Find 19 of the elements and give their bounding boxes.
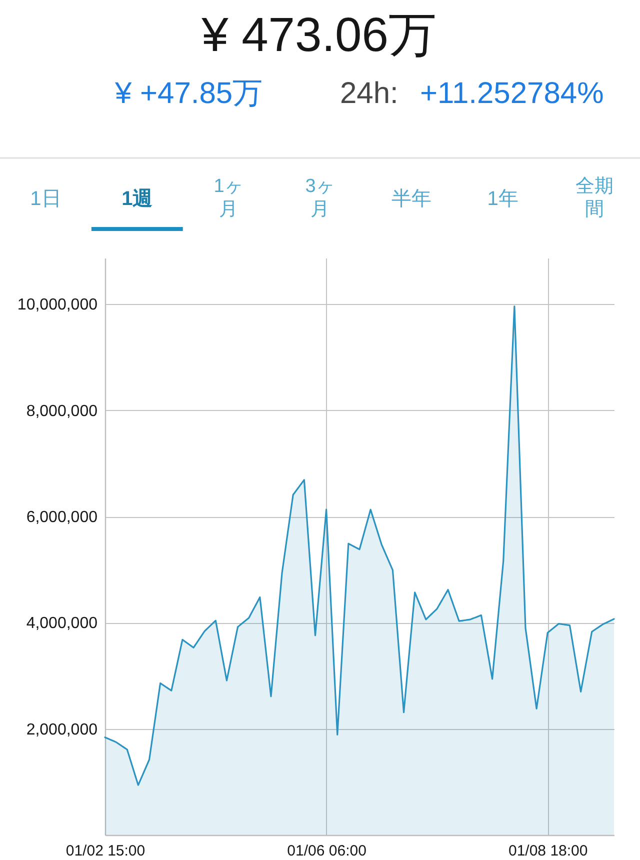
x-tick-label: 01/08 18:00: [508, 842, 588, 860]
text: 全期間: [575, 176, 614, 220]
text: 半年: [391, 188, 432, 210]
text: 1ヶ月: [214, 176, 244, 220]
y-tick-label: 2,000,000: [26, 721, 98, 738]
text: ¥ +47.85万: [114, 77, 263, 110]
y-tick-label: 10,000,000: [17, 296, 98, 314]
chart-title: ¥ 473.06万: [200, 9, 436, 62]
text: 1日: [30, 188, 62, 210]
x-tick-label: 01/06 06:00: [287, 842, 366, 860]
y-tick-label: 8,000,000: [26, 402, 98, 420]
text: 1年: [487, 188, 518, 210]
text: 24h:: [340, 77, 398, 110]
y-tick-label: 4,000,000: [26, 615, 98, 632]
text: +11.252784%: [420, 77, 604, 110]
y-tick-label: 6,000,000: [26, 509, 98, 526]
x-tick-label: 01/02 15:00: [66, 842, 146, 860]
text: 3ヶ月: [305, 176, 335, 220]
text: 1週: [122, 188, 153, 210]
